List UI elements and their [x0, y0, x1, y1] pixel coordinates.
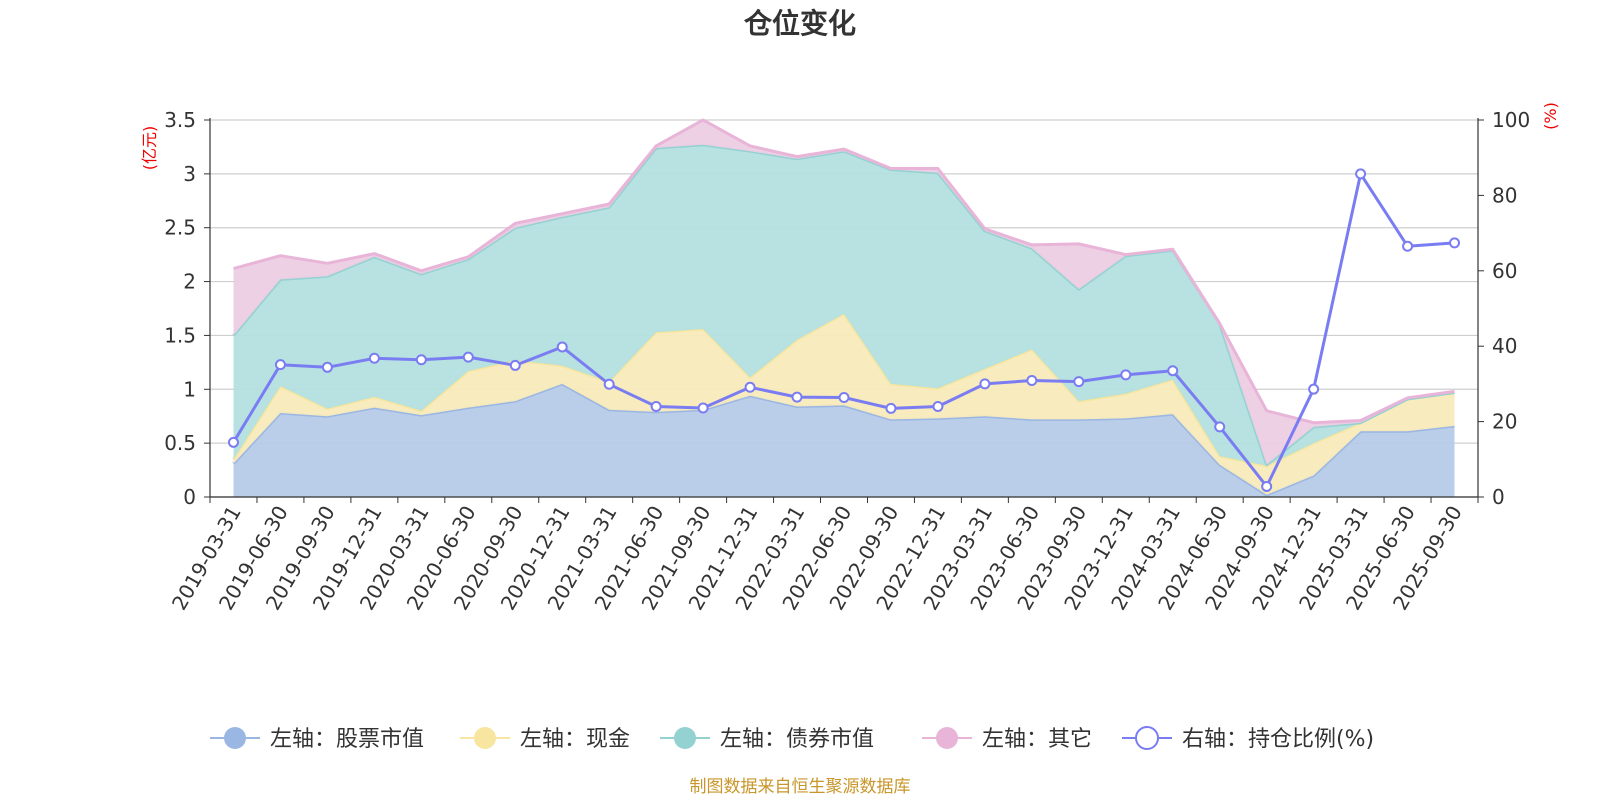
chart-title: 仓位变化	[744, 7, 856, 40]
legend: 左轴：股票市值 左轴：现金 左轴：债券市值 左轴：其它 右轴：持仓比例(%)	[210, 726, 1374, 752]
legend-item-3[interactable]: 左轴：其它	[922, 727, 1092, 752]
legend-marker	[224, 727, 246, 749]
left-axis-tick-label: 2.5	[164, 216, 196, 240]
legend-item-1[interactable]: 左轴：现金	[460, 727, 630, 752]
legend-label: 左轴：股票市值	[270, 727, 424, 752]
left-axis-tick-label: 0.5	[164, 431, 196, 455]
area-series-0	[233, 383, 1455, 497]
holding-ratio-point	[1261, 480, 1273, 492]
legend-item-0[interactable]: 左轴：股票市值	[210, 727, 424, 752]
area-series-edge-3	[233, 118, 1455, 425]
holding-ratio-point	[791, 391, 803, 403]
right-axis-tick-label: 40	[1492, 334, 1517, 358]
holding-ratio-point	[1026, 375, 1038, 387]
legend-item-2[interactable]: 左轴：债券市值	[660, 727, 874, 752]
legend-marker	[474, 727, 496, 749]
left-axis-tick-label: 3.5	[164, 108, 196, 132]
holding-ratio-point	[415, 354, 427, 366]
right-axis-tick-label: 80	[1492, 183, 1517, 207]
area-series-1	[233, 313, 1455, 495]
holding-ratio-point	[1167, 365, 1179, 377]
holding-ratio-point	[603, 378, 615, 390]
holding-ratio-point	[697, 402, 709, 414]
holding-ratio-point	[227, 436, 239, 448]
legend-label: 左轴：现金	[520, 727, 630, 752]
right-axis-tick-label: 20	[1492, 410, 1517, 434]
holding-ratio-point	[462, 351, 474, 363]
holding-ratio-point	[556, 341, 568, 353]
area-series-2	[233, 144, 1455, 466]
holding-ratio-point	[838, 391, 850, 403]
left-axis-unit: (亿元)	[140, 126, 159, 171]
holding-ratio-point	[979, 378, 991, 390]
holding-ratio-point	[274, 359, 286, 371]
legend-label: 右轴：持仓比例(%)	[1182, 727, 1374, 752]
holding-ratio-point	[650, 401, 662, 413]
holding-ratio-point	[1449, 237, 1461, 249]
holding-ratio-point	[321, 361, 333, 373]
left-axis-tick-label: 1.5	[164, 323, 196, 347]
holding-ratio-point	[509, 359, 521, 371]
holding-ratio-line	[227, 168, 1461, 492]
legend-marker	[674, 727, 696, 749]
holding-ratio-point	[885, 402, 897, 414]
holding-ratio-point	[1402, 240, 1414, 252]
holding-ratio-point	[932, 401, 944, 413]
holding-ratio-point	[1073, 376, 1085, 388]
legend-label: 左轴：债券市值	[720, 727, 874, 752]
legend-marker	[1135, 726, 1159, 750]
left-axis-tick-label: 2	[183, 270, 196, 294]
legend-item-4[interactable]: 右轴：持仓比例(%)	[1122, 726, 1374, 752]
holding-ratio-point	[1308, 383, 1320, 395]
holding-ratio-point	[744, 381, 756, 393]
left-axis-tick-label: 0	[183, 485, 196, 509]
left-axis-tick-label: 3	[183, 162, 196, 186]
right-axis-tick-label: 100	[1492, 108, 1530, 132]
legend-label: 左轴：其它	[982, 727, 1092, 752]
holding-ratio-point	[368, 352, 380, 364]
holding-ratio-point	[1355, 168, 1367, 180]
holding-ratio-point	[1120, 369, 1132, 381]
holding-ratio-point	[1214, 421, 1226, 433]
stacked-areas	[232, 118, 1455, 497]
legend-marker	[936, 727, 958, 749]
right-axis-unit: (%)	[1541, 102, 1560, 130]
right-axis-tick-label: 0	[1492, 485, 1505, 509]
right-axis-tick-label: 60	[1492, 259, 1517, 283]
data-source-note: 制图数据来自恒生聚源数据库	[690, 777, 911, 797]
left-axis-tick-label: 1	[183, 377, 196, 401]
